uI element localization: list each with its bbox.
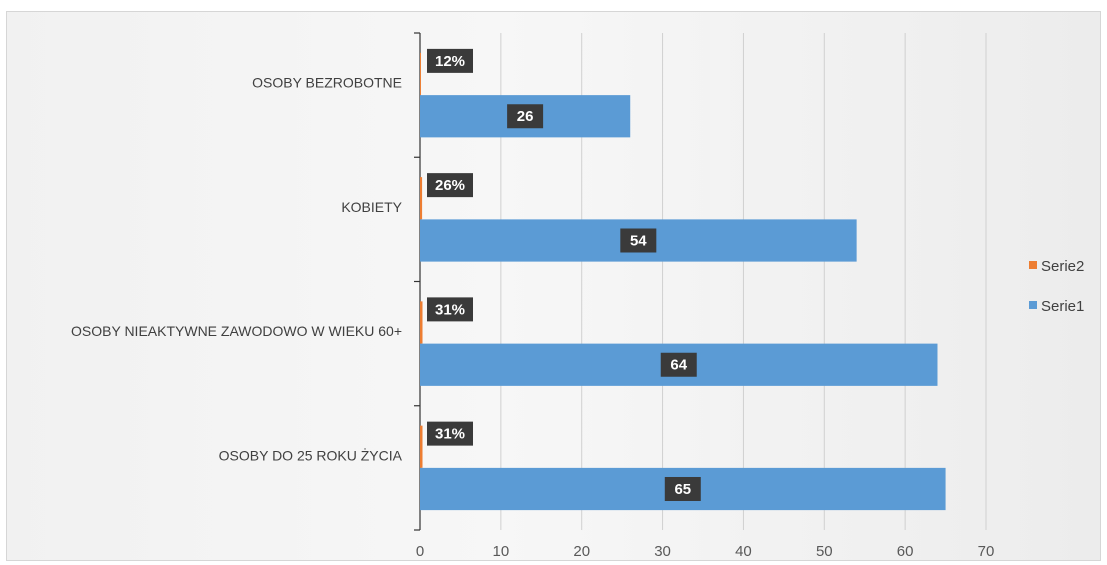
data-label-box <box>660 352 697 377</box>
legend-label: Serie1 <box>1041 298 1084 315</box>
data-label-serie1: 64 <box>660 352 697 377</box>
data-label-box <box>427 48 473 73</box>
data-label-text: 54 <box>630 232 647 249</box>
data-label-serie2: 12% <box>427 48 473 73</box>
data-label-text: 26% <box>435 177 465 194</box>
data-label-serie2: 26% <box>427 173 473 198</box>
data-label-box <box>427 421 473 446</box>
x-tick-label: 10 <box>493 543 510 560</box>
category-label: OSOBY DO 25 ROKU ŻYCIA <box>219 446 403 463</box>
x-tick-label: 20 <box>573 543 590 560</box>
data-label-text: 65 <box>674 481 691 498</box>
data-label-text: 64 <box>670 357 687 374</box>
data-label-text: 26 <box>517 108 534 125</box>
data-label-box <box>507 104 544 129</box>
data-label-serie2: 31% <box>427 421 473 446</box>
bar-serie2 <box>420 52 421 96</box>
data-label-box <box>427 173 473 198</box>
bar-serie2 <box>420 301 423 344</box>
data-label-serie1: 65 <box>664 476 701 501</box>
category-label: OSOBY NIEAKTYWNE ZAWODOWO W WIEKU 60+ <box>71 323 402 339</box>
data-label-serie1: 26 <box>507 104 544 129</box>
data-label-serie1: 54 <box>620 228 657 253</box>
data-label-box <box>427 297 473 322</box>
category-label: KOBIETY <box>341 199 402 215</box>
data-label-text: 12% <box>435 53 465 70</box>
legend: Serie2 Serie1 <box>1029 258 1084 315</box>
bar-serie2 <box>420 425 423 468</box>
x-tick-label: 30 <box>654 543 671 560</box>
data-label-box <box>620 228 657 253</box>
x-tick-label: 40 <box>735 543 752 560</box>
data-label-text: 31% <box>435 426 465 443</box>
legend-swatch <box>1029 301 1037 309</box>
x-tick-label: 60 <box>897 543 914 560</box>
legend-label: Serie2 <box>1041 258 1084 275</box>
category-label: OSOBY BEZROBOTNE <box>252 75 402 91</box>
x-tick-label: 50 <box>816 543 833 560</box>
x-tick-label: 0 <box>416 543 424 560</box>
data-label-serie2: 31% <box>427 297 473 322</box>
data-label-text: 31% <box>435 301 465 318</box>
data-label-box <box>664 476 701 501</box>
bar-serie2 <box>420 177 423 220</box>
legend-swatch <box>1029 261 1037 269</box>
x-tick-label: 70 <box>978 543 995 560</box>
